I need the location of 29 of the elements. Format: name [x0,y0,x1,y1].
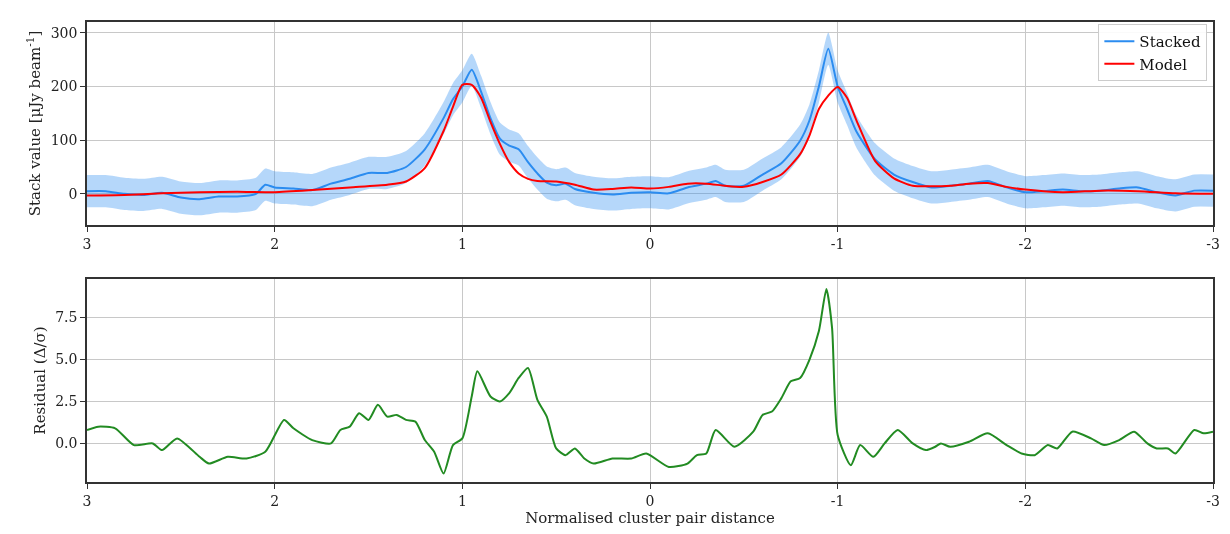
x-tick-label: 3 [82,492,92,509]
y-tick-label: 100 [50,132,78,149]
y-tick-label: 0.0 [55,435,78,452]
x-tick-label: -2 [1018,235,1033,252]
y-tick-label: 300 [50,24,78,41]
y-tick-label: 2.5 [55,393,78,410]
x-tick-label: -3 [1206,492,1220,509]
x-tick-label: 0 [645,492,655,509]
x-tick-label: 1 [457,492,467,509]
x-tick-label: -3 [1206,235,1220,252]
x-tick-label: -1 [830,235,845,252]
y-tick-label: 5.0 [55,351,78,368]
x-tick-label: 2 [270,235,280,252]
x-tick-label: 0 [645,235,655,252]
line-series [87,47,1213,201]
y-tick-label: 0 [68,185,78,202]
x-tick-label: 2 [270,492,280,509]
x-tick-label: 3 [82,235,92,252]
line-series [87,83,1213,197]
x-tick-label: -2 [1018,492,1033,509]
y-tick-label: 200 [50,78,78,95]
x-tick-label: 1 [457,235,467,252]
y-axis-title: Residual (Δ/σ) [30,326,49,435]
y-tick-label: 7.5 [55,309,78,326]
x-axis-title: Normalised cluster pair distance [525,508,775,527]
legend-label: Model [1139,55,1188,74]
legend-label: Stacked [1139,33,1201,52]
x-tick-label: -1 [830,492,845,509]
line-series [87,288,1213,475]
